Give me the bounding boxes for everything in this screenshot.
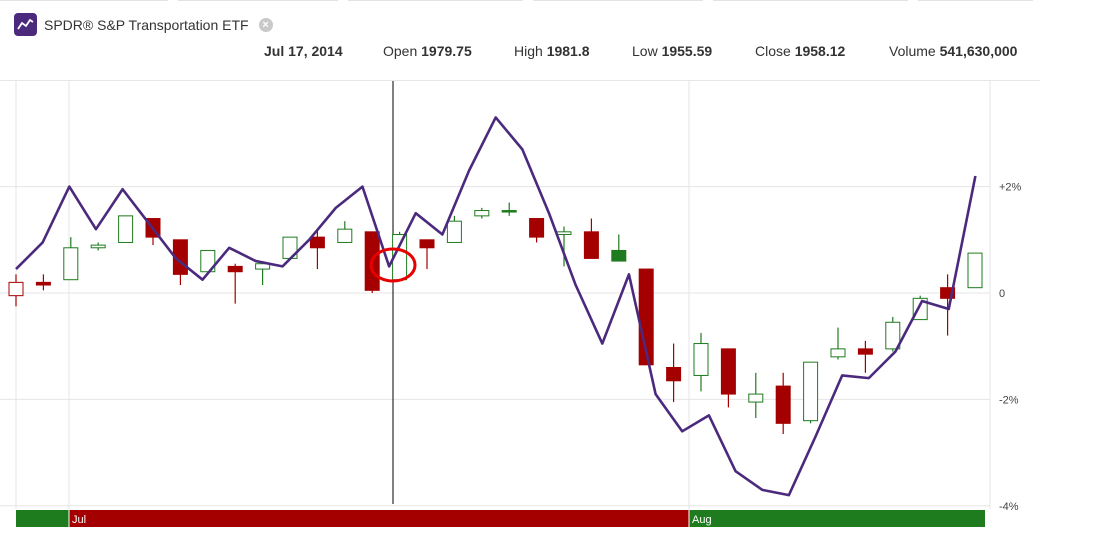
candle-body xyxy=(556,231,572,235)
line-chart-icon xyxy=(14,13,37,36)
candle-body xyxy=(529,218,545,238)
quote-date: Jul 17, 2014 xyxy=(264,43,343,59)
candle-body xyxy=(693,343,709,376)
candle-body xyxy=(501,210,517,213)
candle-body xyxy=(583,231,599,259)
y-tick-label: +2% xyxy=(999,182,1022,194)
title-row: SPDR® S&P Transportation ETF × xyxy=(14,13,273,36)
price-chart[interactable]: +2% 0 -2% -4% Jul Aug xyxy=(0,81,1040,541)
candle-body xyxy=(90,244,106,249)
candle-body xyxy=(857,348,873,355)
high-value: 1981.8 xyxy=(546,43,590,59)
volume-stat: Volume 541,630,000 xyxy=(889,43,1017,59)
candle-body xyxy=(940,287,956,299)
candle-body xyxy=(8,281,24,297)
low-stat: Low 1955.59 xyxy=(632,43,712,59)
candle-body xyxy=(337,228,353,243)
y-tick-label: 0 xyxy=(999,288,1005,300)
candle-body xyxy=(748,393,764,403)
candle-body xyxy=(611,249,627,262)
close-stat: Close 1958.12 xyxy=(755,43,845,59)
month-band-segment xyxy=(69,510,689,527)
candle-body xyxy=(912,297,928,321)
candle-body xyxy=(227,265,243,273)
tab-separator xyxy=(348,0,523,1)
candle-body xyxy=(967,252,983,289)
y-tick-label: -2% xyxy=(999,394,1019,406)
y-tick-label: -4% xyxy=(999,501,1019,513)
candle-body xyxy=(803,361,819,422)
security-title: SPDR® S&P Transportation ETF xyxy=(44,16,249,33)
candle-body xyxy=(446,220,462,243)
open-value: 1979.75 xyxy=(421,43,472,59)
chart-header: SPDR® S&P Transportation ETF × Jul 17, 2… xyxy=(0,0,1040,81)
month-label: Aug xyxy=(692,514,712,526)
high-label: High xyxy=(514,43,543,59)
volume-label: Volume xyxy=(889,43,936,59)
high-stat: High 1981.8 xyxy=(514,43,590,59)
candle-body xyxy=(775,385,791,424)
candle-body xyxy=(419,239,435,249)
tab-separator xyxy=(713,0,908,1)
top-tab-strip xyxy=(0,0,1110,4)
candle-body xyxy=(118,215,134,243)
tab-separator xyxy=(918,0,1033,1)
candle-body xyxy=(309,236,325,249)
comparison-line xyxy=(15,116,977,497)
open-stat: Open 1979.75 xyxy=(383,43,472,59)
low-label: Low xyxy=(632,43,658,59)
candle-body xyxy=(474,210,490,217)
close-icon[interactable]: × xyxy=(258,17,273,32)
highlight-circle xyxy=(369,247,417,283)
month-band-segment xyxy=(16,510,69,527)
close-label: Close xyxy=(755,43,791,59)
open-label: Open xyxy=(383,43,418,59)
low-value: 1955.59 xyxy=(661,43,713,59)
close-value: 1958.12 xyxy=(794,43,846,59)
candle-body xyxy=(35,281,51,286)
candle-body xyxy=(885,321,901,350)
tab-separator xyxy=(0,0,168,1)
candle-body xyxy=(830,348,846,358)
month-band-segment xyxy=(689,510,985,527)
candle-body xyxy=(63,247,79,281)
month-label: Jul xyxy=(72,514,86,526)
volume-value: 541,630,000 xyxy=(939,43,1018,59)
tab-separator xyxy=(178,0,338,1)
candle-body xyxy=(720,348,736,395)
tab-separator xyxy=(533,0,703,1)
candle-body xyxy=(666,366,682,382)
